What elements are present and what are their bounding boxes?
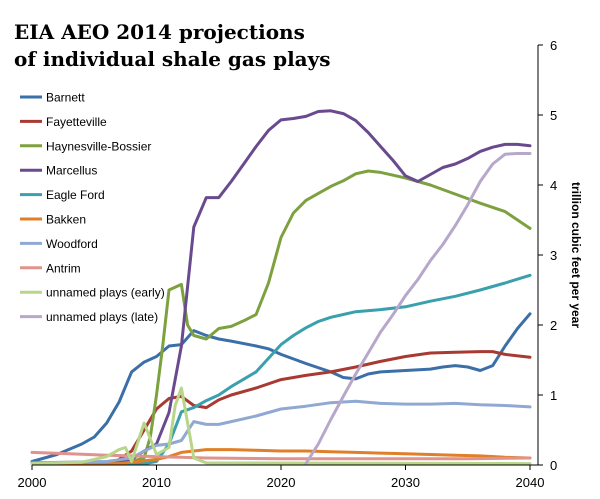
y-tick-label: 6 [550,38,557,53]
series-line-antrim [30,450,532,461]
legend-label: Eagle Ford [46,188,105,202]
y-tick-label: 5 [550,108,557,123]
legend-label: Antrim [46,261,81,275]
y-tick-label: 4 [550,178,557,193]
y-tick-label: 0 [550,458,557,473]
legend-label: Barnett [46,91,85,105]
legend-label: Bakken [46,213,86,227]
series-line-unnamed-plays-late [304,152,532,466]
y-tick-label: 1 [550,388,557,403]
x-tick-label: 2020 [267,475,296,490]
series-line-woodford [30,399,532,465]
series-line-eagle-ford [30,273,532,466]
y-axis-ticks: 0 1 2 3 4 5 6 [538,38,557,473]
series-line-fayetteville [117,350,532,461]
y-tick-label: 3 [550,248,557,263]
legend: Barnett Fayetteville Haynesville-Bossier Ma… [20,91,165,324]
x-axis-ticks: 2000 2010 2020 2030 2040 [18,465,545,490]
series-line-marcellus [30,109,532,465]
legend-label: Marcellus [46,164,97,178]
series-line-barnett [30,312,532,463]
legend-label: unnamed plays (early) [46,286,165,300]
series-line-bakken [30,448,532,466]
y-tick-label: 2 [550,318,557,333]
x-tick-label: 2000 [18,475,47,490]
chart-title-line-2: of individual shale gas plays [14,47,331,71]
legend-label: Woodford [46,237,98,251]
y-axis-title: trillion cubic feet per year [569,182,583,328]
series-line-unnamed-plays-early [30,386,532,466]
series-layer [30,109,532,466]
x-tick-label: 2030 [391,475,420,490]
x-tick-label: 2040 [516,475,545,490]
chart-title-line-1: EIA AEO 2014 projections [14,20,305,44]
legend-label: Fayetteville [46,115,107,129]
legend-label: unnamed plays (late) [46,310,158,324]
x-tick-label: 2010 [142,475,171,490]
legend-label: Haynesville-Bossier [46,139,151,153]
